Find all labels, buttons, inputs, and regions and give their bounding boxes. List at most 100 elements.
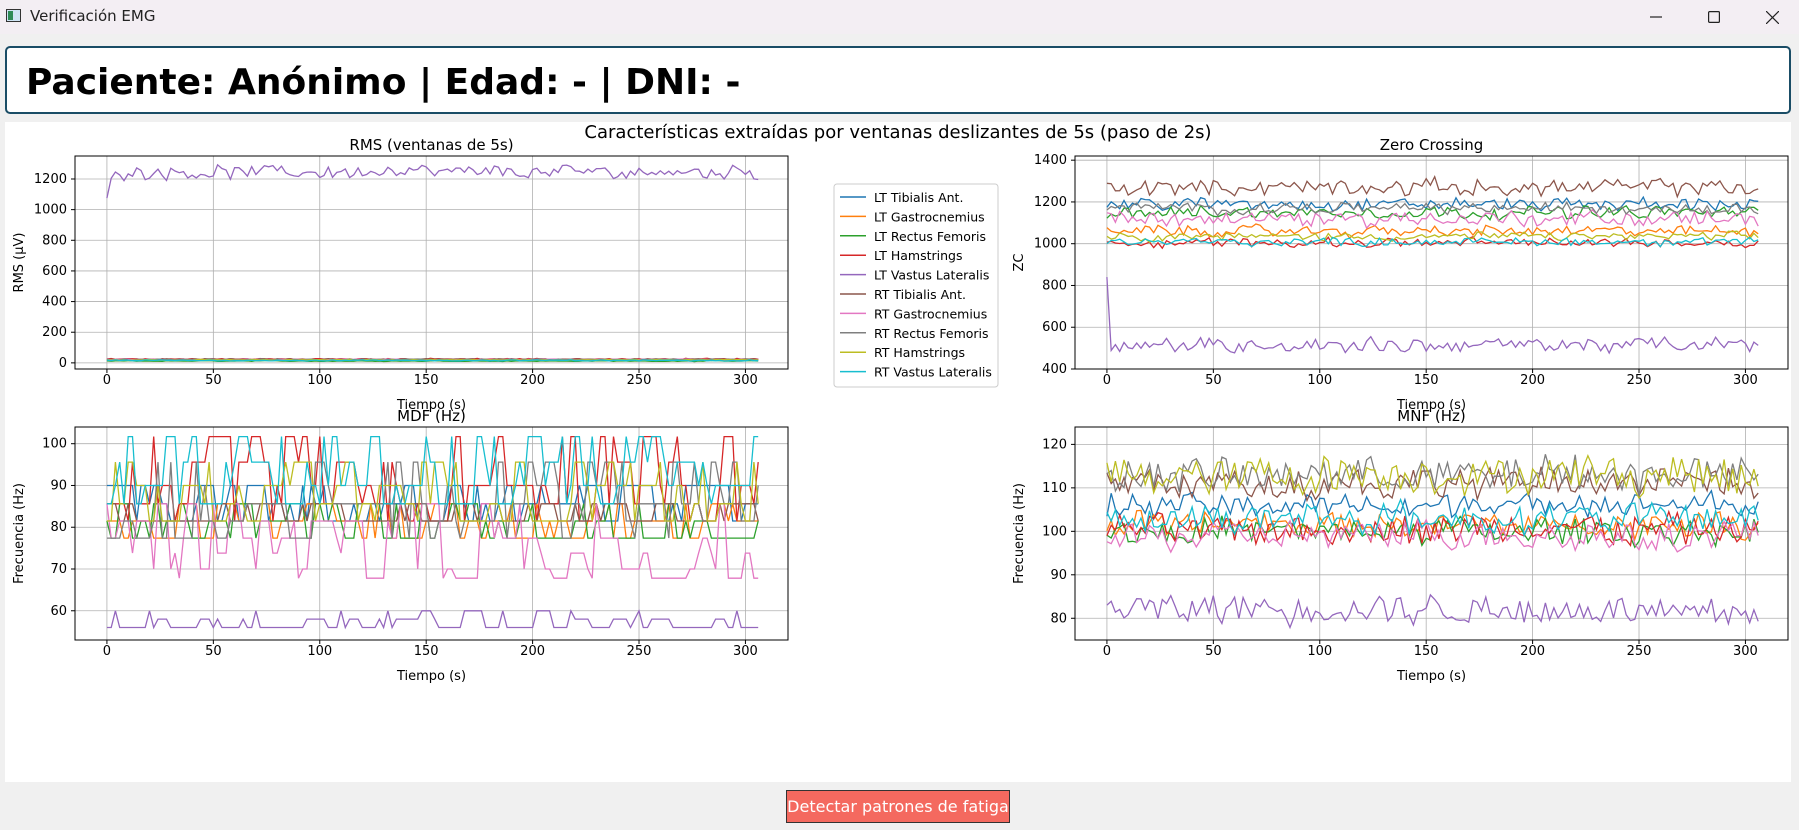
x-tick-label: 150	[1414, 644, 1439, 659]
y-tick-label: 110	[1042, 481, 1067, 496]
series-line-rt-hamstrings	[1106, 230, 1759, 244]
x-tick-label: 50	[1205, 373, 1222, 388]
series-line-lt-tibialis-ant-	[1106, 489, 1759, 522]
x-tick-label: 150	[414, 373, 439, 388]
x-tick-label: 0	[1103, 373, 1111, 388]
x-tick-label: 200	[1520, 373, 1545, 388]
axes-frame	[1074, 426, 1789, 641]
series-line-rt-vastus-lateralis	[106, 435, 759, 505]
legend-label: RT Hamstrings	[874, 345, 965, 360]
series-line-rt-vastus-lateralis	[1106, 236, 1759, 248]
legend-label: LT Tibialis Ant.	[874, 190, 963, 205]
y-tick-label: 100	[42, 437, 67, 452]
x-tick-label: 200	[1520, 644, 1545, 659]
legend-label: RT Tibialis Ant.	[874, 287, 966, 302]
y-tick-label: 0	[59, 356, 67, 371]
x-tick-label: 250	[627, 644, 652, 659]
series-line-rt-rectus-femoris	[1106, 454, 1759, 496]
y-tick-label: 80	[1050, 611, 1067, 626]
axes-frame	[74, 426, 789, 641]
y-tick-label: 90	[1050, 568, 1067, 583]
chart-2: 0 50 100 150 200 250 300 60 70 80 90 100 MDF (Hz) Tie…	[12, 407, 789, 684]
chart-title: MNF (Hz)	[1397, 407, 1465, 425]
axes-frame	[74, 155, 789, 370]
y-tick-label: 600	[42, 264, 67, 279]
y-tick-label: 90	[50, 478, 67, 493]
x-tick-label: 150	[414, 644, 439, 659]
legend-label: RT Rectus Femoris	[874, 326, 989, 341]
series-line-lt-vastus-lateralis	[1106, 277, 1759, 355]
x-axis-label: Tiempo (s)	[396, 398, 466, 413]
x-tick-label: 250	[627, 373, 652, 388]
series-line-lt-gastrocnemius	[1106, 223, 1759, 239]
x-tick-label: 200	[520, 644, 545, 659]
x-tick-label: 0	[1103, 644, 1111, 659]
series-group	[106, 435, 759, 630]
x-axis-label: Tiempo (s)	[1396, 398, 1466, 413]
x-tick-label: 100	[1307, 644, 1332, 659]
series-line-lt-vastus-lateralis	[106, 608, 759, 630]
x-tick-label: 100	[1307, 373, 1332, 388]
series-line-rt-rectus-femoris	[1106, 201, 1759, 217]
legend-label: LT Hamstrings	[874, 248, 962, 263]
x-tick-label: 50	[1205, 644, 1222, 659]
y-tick-label: 120	[1042, 437, 1067, 452]
series-line-lt-hamstrings	[1106, 236, 1759, 250]
detect-fatigue-button[interactable]: Detectar patrones de fatiga	[786, 790, 1010, 823]
maximize-icon[interactable]	[1685, 0, 1743, 34]
y-tick-label: 1000	[34, 203, 67, 218]
minimize-icon[interactable]	[1627, 0, 1685, 34]
x-tick-label: 300	[1733, 373, 1758, 388]
series-line-lt-hamstrings	[1106, 509, 1759, 547]
x-tick-label: 300	[733, 644, 758, 659]
window-title: Verificación EMG	[30, 7, 156, 25]
patient-info-box: Paciente: Anónimo | Edad: - | DNI: -	[5, 46, 1791, 114]
y-tick-label: 1400	[1034, 153, 1067, 168]
x-axis-label: Tiempo (s)	[1396, 669, 1466, 684]
series-group	[106, 163, 759, 363]
y-tick-label: 100	[1042, 524, 1067, 539]
y-tick-label: 70	[50, 562, 67, 577]
series-line-lt-tibialis-ant-	[1106, 195, 1759, 212]
emg-figure-canvas: Características extraídas por ventanas d…	[12, 122, 1789, 684]
chart-title: Zero Crossing	[1380, 136, 1484, 154]
legend-frame	[833, 183, 999, 388]
app-icon	[6, 9, 21, 22]
y-axis-label: RMS (µV)	[12, 233, 27, 293]
y-tick-label: 400	[42, 295, 67, 310]
x-tick-label: 0	[103, 373, 111, 388]
legend-label: RT Gastrocnemius	[874, 306, 987, 321]
x-tick-label: 100	[307, 644, 332, 659]
y-axis-label: ZC	[1012, 254, 1027, 272]
axes-frame	[1074, 155, 1789, 370]
x-tick-label: 50	[205, 644, 222, 659]
figure-suptitle: Características extraídas por ventanas d…	[584, 122, 1211, 143]
series-group	[1106, 453, 1759, 630]
y-axis-label: Frecuencia (Hz)	[1012, 483, 1027, 584]
x-tick-label: 250	[1627, 644, 1652, 659]
y-tick-label: 800	[42, 233, 67, 248]
chart-title: RMS (ventanas de 5s)	[349, 136, 513, 154]
emg-figure: Características extraídas por ventanas d…	[5, 122, 1791, 782]
legend-label: RT Vastus Lateralis	[874, 365, 992, 380]
x-tick-label: 0	[103, 644, 111, 659]
y-tick-label: 800	[1042, 278, 1067, 293]
chart-title: MDF (Hz)	[397, 407, 466, 425]
x-tick-label: 300	[733, 373, 758, 388]
close-icon[interactable]	[1743, 0, 1799, 34]
x-axis-label: Tiempo (s)	[396, 669, 466, 684]
legend-label: LT Rectus Femoris	[874, 229, 986, 244]
x-tick-label: 250	[1627, 373, 1652, 388]
window-titlebar: Verificación EMG	[0, 0, 1799, 34]
series-line-lt-vastus-lateralis	[106, 163, 759, 199]
series-line-lt-vastus-lateralis	[1106, 593, 1759, 630]
chart-3: 0 50 100 150 200 250 300 80 90 100 110 120 MNF (Hz) T…	[1012, 407, 1789, 684]
x-tick-label: 200	[520, 373, 545, 388]
y-tick-label: 1000	[1034, 237, 1067, 252]
x-tick-label: 50	[205, 373, 222, 388]
series-line-rt-rectus-femoris	[106, 461, 759, 539]
series-line-rt-hamstrings	[106, 461, 759, 522]
series-line-rt-hamstrings	[1106, 453, 1759, 500]
chart-0: 0 50 100 150 200 250 300 0 200 400 600 800 1000 1200 R…	[12, 136, 789, 413]
y-tick-label: 60	[50, 604, 67, 619]
